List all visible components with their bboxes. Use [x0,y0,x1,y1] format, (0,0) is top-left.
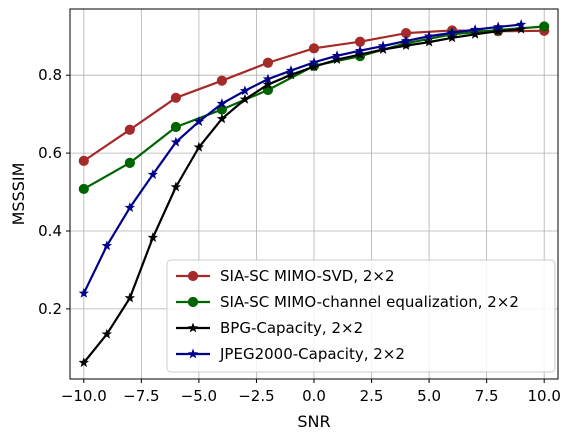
series-3 [78,23,527,368]
data-point [78,357,90,368]
series-4 [78,19,527,298]
data-point [492,21,504,32]
data-point [446,27,458,38]
data-point [78,287,90,298]
data-point [354,36,366,47]
data-point [285,65,297,75]
x-axis-label: SNR [297,412,330,431]
legend: SIA-SC MIMO-SVD, 2×2 SIA-SC MIMO-channel … [166,259,556,373]
data-point [308,43,320,54]
data-point [170,92,181,103]
data-point [170,181,182,192]
data-point [331,50,343,61]
data-point [262,73,274,84]
data-point [216,98,228,109]
data-point [216,75,228,86]
legend-label: JPEG2000-Capacity, 2×2 [219,345,405,363]
x-tick-label: −5.0 [181,387,217,405]
y-tick-label: 0.8 [38,66,62,84]
legend-item: SIA-SC MIMO-channel equalization, 2×2 [176,293,519,311]
x-tick-label: 2.5 [360,387,384,405]
data-point [262,57,274,68]
y-tick-label: 0.2 [38,300,62,318]
data-point [354,49,366,59]
data-point [147,232,159,243]
legend-label: BPG-Capacity, 2×2 [220,319,363,337]
data-point [331,54,343,65]
data-point [423,30,435,41]
series-line [82,28,522,364]
data-point [101,328,113,339]
legend-item: JPEG2000-Capacity, 2×2 [176,345,405,363]
x-tick-label: −7.5 [123,387,159,405]
data-point [354,45,366,56]
data-point [147,169,159,179]
data-point [469,24,481,35]
data-point [170,121,181,133]
data-point [469,28,481,39]
x-tick-label: −2.5 [238,387,274,405]
data-point [285,69,297,80]
legend-swatch-marker [187,296,199,308]
data-point [423,36,435,47]
data-point [239,93,251,104]
x-tick-label: −10.0 [61,387,107,405]
y-tick-label: 0.4 [38,222,62,240]
x-tick-label: 7.5 [475,387,499,405]
data-point [515,19,527,30]
x-tick-label: 10.0 [527,387,560,405]
data-point [446,32,458,43]
data-point [492,25,504,36]
legend-swatch-marker [187,348,199,359]
series-layer [78,19,550,368]
legend-swatch-marker [187,322,199,333]
data-point [262,79,274,89]
data-point [377,40,389,51]
data-point [239,85,251,96]
data-point [193,141,205,152]
data-point [193,116,205,126]
data-point [308,61,320,72]
data-point [101,240,113,251]
data-point [124,202,136,213]
data-point [377,44,389,54]
x-tick-label: 5.0 [417,387,441,405]
ticks: −10.0 −7.5 −5.0 −2.5 0.0 2.5 5.0 7.5 10.0 0.2 0.4 0… [38,66,561,405]
series-line [82,23,522,294]
data-point [308,56,320,67]
data-point [539,21,550,32]
legend-item: BPG-Capacity, 2×2 [176,319,363,337]
legend-label: SIA-SC MIMO-channel equalization, 2×2 [220,293,519,311]
y-axis-label: MSSSIM [9,163,28,226]
data-point [124,157,135,168]
data-point [78,155,89,166]
data-point [515,23,527,34]
legend-box [166,259,556,373]
legend-swatch-marker [187,270,199,282]
data-point [124,292,136,303]
legend-label: SIA-SC MIMO-SVD, 2×2 [220,267,395,285]
data-point [78,183,89,195]
legend-item: SIA-SC MIMO-SVD, 2×2 [176,267,395,285]
y-tick-label: 0.6 [38,144,62,162]
data-point [124,124,135,135]
x-tick-label: 0.0 [302,387,326,405]
data-point [216,113,228,124]
data-point [400,35,412,46]
data-point [170,136,182,147]
data-point [400,40,412,51]
